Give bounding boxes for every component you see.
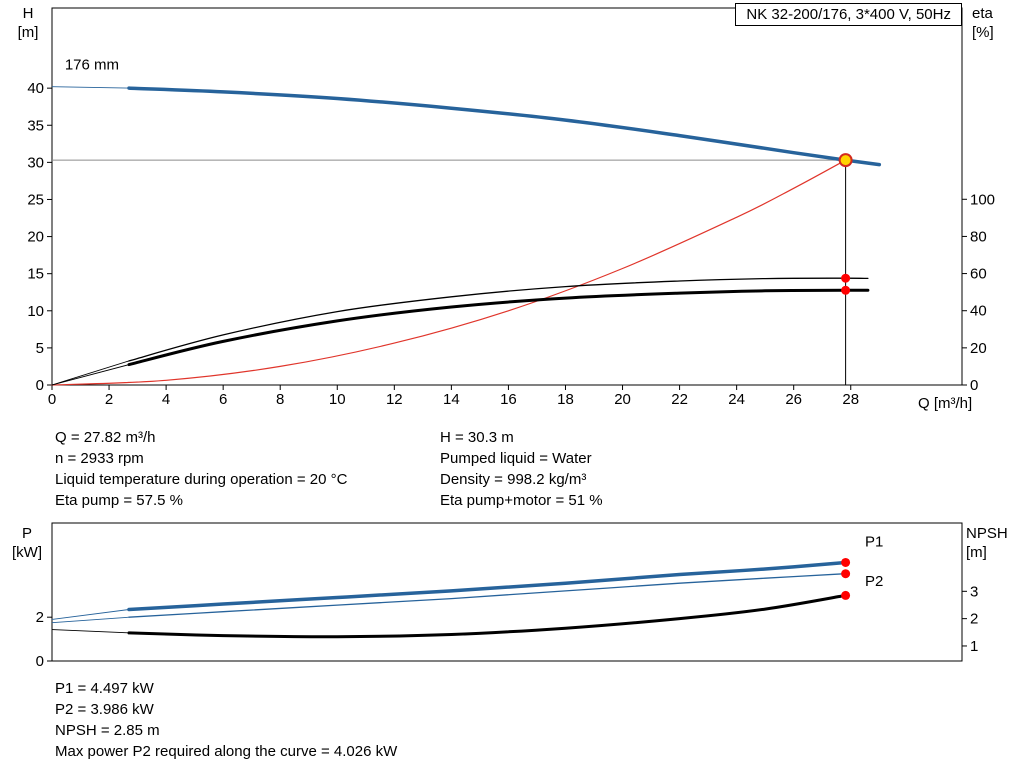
x-tick-label: 12 [386, 391, 403, 408]
npsh-axis-label: NPSH [m] [966, 525, 1008, 561]
result-npsh: NPSH = 2.85 m [55, 722, 160, 739]
y-left-tick-label: 5 [36, 340, 44, 357]
p1-endpoint [841, 557, 851, 567]
y-right-tick-label: 60 [970, 266, 987, 283]
h-axis-label: H [m] [17, 5, 39, 41]
eta-pump-motor-endpoint [841, 285, 851, 295]
eta-axis-label: eta [%] [972, 5, 994, 41]
x-tick-label: 24 [728, 391, 745, 408]
y-left-tick-label: 25 [27, 191, 44, 208]
x-tick-label: 20 [614, 391, 631, 408]
x-tick-label: 14 [443, 391, 460, 408]
npsh-endpoint [841, 590, 851, 600]
y-left-tick-label: 30 [27, 154, 44, 171]
x-tick-label: 0 [48, 391, 56, 408]
y-left-tick-label: 15 [27, 266, 44, 283]
result-max-power: Max power P2 required along the curve = … [55, 743, 398, 760]
q-axis-label: Q [m³/h] [918, 395, 973, 412]
y-left-tick-label: 2 [36, 609, 44, 626]
y-right-tick-label: 40 [970, 303, 987, 320]
result-density: Density = 998.2 kg/m³ [440, 471, 587, 488]
result-eta-pump-motor: Eta pump+motor = 51 % [440, 492, 603, 509]
power-results-block: P1 = 4.497 kW P2 = 3.986 kW NPSH = 2.85 … [55, 678, 397, 762]
result-liquid-temperature: Liquid temperature during operation = 20… [55, 471, 348, 488]
x-tick-label: 10 [329, 391, 346, 408]
impeller-diameter-label: 176 mm [65, 56, 119, 73]
npsh-curve [127, 593, 848, 639]
result-p1: P1 = 4.497 kW [55, 680, 154, 697]
system-curve [51, 159, 847, 386]
p2-curve [128, 573, 847, 618]
y-right-tick-label: 3 [970, 583, 978, 600]
power_npsh-plot-border [51, 522, 963, 662]
eta-pump-motor-curve-extension [51, 364, 130, 386]
eta-pump-curve-extension [51, 360, 130, 386]
y-right-tick-label: 20 [970, 340, 987, 357]
result-speed: n = 2933 rpm [55, 450, 144, 467]
y-left-tick-label: 0 [36, 377, 44, 394]
y-left-tick-label: 40 [27, 80, 44, 97]
head-curve-176mm-extension [51, 86, 130, 89]
result-head: H = 30.3 m [440, 429, 514, 446]
result-pumped-liquid: Pumped liquid = Water [440, 450, 592, 467]
x-tick-label: 8 [276, 391, 284, 408]
duty-point [838, 153, 853, 168]
eta-pump-curve [128, 277, 869, 362]
p2-endpoint [841, 569, 851, 579]
y-left-tick-label: 10 [27, 303, 44, 320]
operating-data-right-column: H = 30.3 m Pumped liquid = Water Density… [440, 427, 603, 511]
result-p2: P2 = 3.986 kW [55, 701, 154, 718]
result-flow: Q = 27.82 m³/h [55, 429, 156, 446]
x-tick-label: 18 [557, 391, 574, 408]
y-right-tick-label: 1 [970, 638, 978, 655]
head-curve-176mm [127, 86, 882, 167]
p2-curve-extension [51, 616, 130, 624]
y-right-tick-label: 80 [970, 228, 987, 245]
p1-curve-label: P1 [865, 534, 883, 551]
p1-curve-extension [51, 609, 130, 620]
pump-title: NK 32-200/176, 3*400 V, 50Hz [735, 3, 962, 26]
p2-curve-label: P2 [865, 573, 883, 590]
y-left-tick-label: 0 [36, 653, 44, 670]
y-right-tick-label: 0 [970, 377, 978, 394]
eta-pump-motor-curve [127, 288, 870, 367]
p1-curve [127, 560, 848, 612]
x-tick-label: 4 [162, 391, 170, 408]
y-right-tick-label: 2 [970, 611, 978, 628]
x-tick-label: 2 [105, 391, 113, 408]
npsh-curve-extension [51, 629, 130, 634]
x-tick-label: 28 [842, 391, 859, 408]
result-eta-pump: Eta pump = 57.5 % [55, 492, 183, 509]
x-tick-label: 6 [219, 391, 227, 408]
p-axis-label: P [kW] [12, 525, 42, 561]
qh_eta-plot-border [51, 7, 963, 386]
x-tick-label: 16 [500, 391, 517, 408]
x-tick-label: 22 [671, 391, 688, 408]
y-left-tick-label: 35 [27, 117, 44, 134]
y-right-tick-label: 100 [970, 191, 995, 208]
eta-pump-endpoint [841, 273, 851, 283]
y-left-tick-label: 20 [27, 229, 44, 246]
operating-data-left-column: Q = 27.82 m³/h n = 2933 rpm Liquid tempe… [55, 427, 347, 511]
x-tick-label: 26 [785, 391, 802, 408]
